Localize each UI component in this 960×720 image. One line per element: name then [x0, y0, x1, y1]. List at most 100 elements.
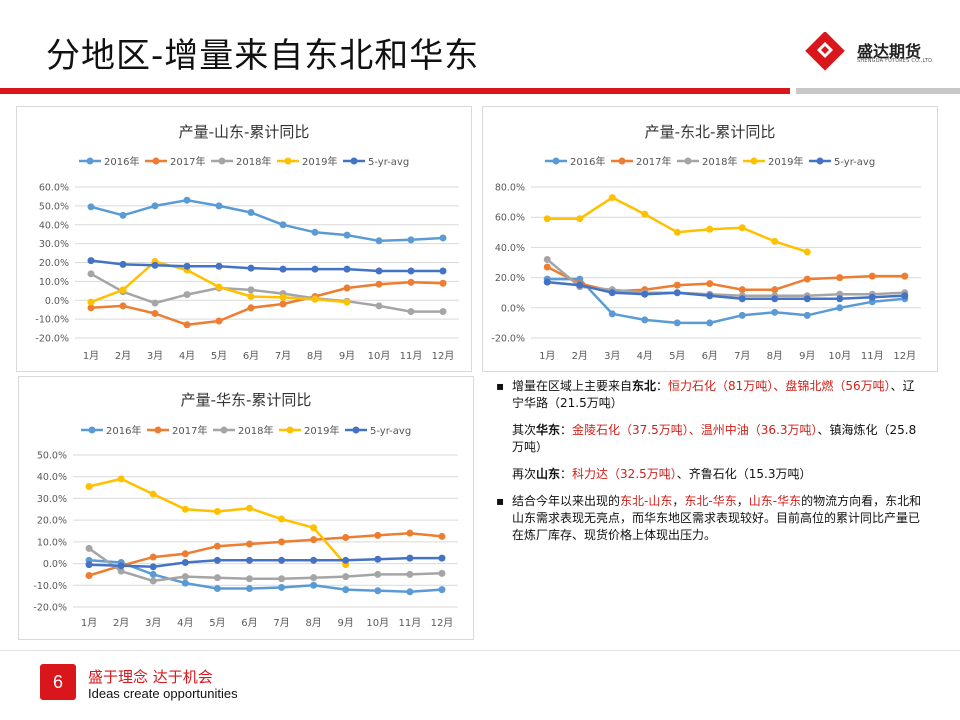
data-point	[87, 270, 95, 278]
legend-marker	[284, 157, 292, 165]
series-line	[547, 280, 905, 300]
data-point	[119, 260, 127, 268]
data-point	[374, 555, 382, 563]
data-point	[543, 255, 551, 263]
data-point	[117, 562, 125, 570]
y-tick-label: 0.0%	[45, 296, 69, 307]
data-point	[278, 515, 286, 523]
data-point	[439, 267, 447, 275]
legend-label: 2019年	[304, 424, 339, 437]
chart-shandong: 产量-山东-累计同比 2016年 2017年 2018年 2019年 5-yr-avg 60…	[16, 106, 472, 372]
legend-label: 2016年	[570, 155, 605, 168]
data-point	[311, 265, 319, 273]
data-point	[375, 302, 383, 310]
legend-label: 2018年	[238, 424, 273, 437]
data-point	[149, 563, 157, 571]
data-point	[375, 237, 383, 245]
data-point	[151, 309, 159, 317]
data-point	[149, 553, 157, 561]
x-tick-label: 2月	[572, 350, 588, 362]
data-point	[901, 292, 909, 300]
data-point	[641, 316, 649, 324]
data-point	[117, 567, 125, 575]
data-point	[247, 286, 255, 294]
data-point	[183, 196, 191, 204]
bullet-2: ▪ 结合今年以来出现的东北-山东，东北-华东，山东-华东的物流方向看，东北和山东…	[496, 494, 922, 542]
data-point	[738, 295, 746, 303]
bullet-1: ▪ 增量在区域上主要来自东北：恒力石化（81万吨）、盘锦北燃（56万吨）、辽宁华…	[496, 379, 915, 410]
logo-mark-icon	[805, 32, 845, 71]
y-tick-label: 10.0%	[37, 537, 67, 548]
data-point	[342, 586, 350, 594]
data-point	[245, 585, 253, 593]
x-tick-label: 6月	[702, 350, 718, 362]
data-point	[407, 278, 415, 286]
y-tick-label: 40.0%	[495, 243, 525, 254]
x-tick-label: 12月	[432, 350, 455, 362]
legend-label: 2018年	[702, 155, 737, 168]
series-line	[547, 196, 808, 254]
x-tick-label: 3月	[147, 350, 163, 362]
data-point	[87, 203, 95, 211]
series-line	[90, 272, 443, 313]
data-point	[247, 208, 255, 216]
legend-label: 5-yr-avg	[834, 157, 875, 168]
legend-marker	[286, 426, 294, 434]
data-point	[673, 319, 681, 327]
legend-marker	[218, 157, 226, 165]
data-point	[181, 550, 189, 558]
data-point	[343, 231, 351, 239]
data-point	[119, 211, 127, 219]
y-tick-label: 80.0%	[495, 183, 525, 194]
data-point	[543, 278, 551, 286]
data-point	[181, 558, 189, 566]
data-point	[836, 274, 844, 282]
x-tick-label: 1月	[81, 617, 97, 629]
data-point	[151, 299, 159, 307]
y-tick-label: 60.0%	[495, 213, 525, 224]
y-tick-label: 50.0%	[39, 201, 69, 212]
y-tick-label: 0.0%	[43, 559, 67, 570]
data-point	[374, 570, 382, 578]
legend-label: 5-yr-avg	[368, 157, 409, 168]
y-tick-label: -20.0%	[35, 334, 69, 345]
data-point	[149, 577, 157, 585]
legend-marker	[86, 157, 94, 165]
data-point	[245, 540, 253, 548]
data-point	[342, 556, 350, 564]
data-point	[438, 554, 446, 562]
data-point	[406, 554, 414, 562]
data-point	[245, 575, 253, 583]
series-line	[88, 547, 443, 583]
data-point	[85, 561, 93, 569]
footer-divider	[0, 650, 960, 651]
y-tick-label: 10.0%	[39, 277, 69, 288]
header-grey-bar	[796, 88, 960, 94]
data-point	[738, 224, 746, 232]
data-point	[279, 265, 287, 273]
data-point	[706, 280, 714, 288]
y-tick-label: 20.0%	[495, 273, 525, 284]
x-tick-label: 6月	[243, 350, 259, 362]
analysis-text: ▪ 增量在区域上主要来自东北：恒力石化（81万吨）、盘锦北燃（56万吨）、辽宁华…	[496, 378, 926, 544]
x-tick-label: 3月	[145, 617, 161, 629]
y-tick-label: 40.0%	[37, 472, 67, 483]
data-point	[803, 295, 811, 303]
data-point	[119, 302, 127, 310]
data-point	[278, 538, 286, 546]
x-tick-label: 11月	[399, 617, 422, 629]
data-point	[183, 291, 191, 299]
chart-huadong: 产量-华东-累计同比 2016年 2017年 2018年 2019年 5-yr-avg 50…	[18, 376, 474, 640]
data-point	[836, 304, 844, 312]
series-line	[88, 559, 443, 594]
data-point	[608, 194, 616, 202]
data-point	[576, 281, 584, 289]
data-point	[279, 300, 287, 308]
legend-marker	[152, 157, 160, 165]
y-tick-label: -20.0%	[491, 334, 525, 345]
legend-marker	[154, 426, 162, 434]
data-point	[183, 321, 191, 329]
data-point	[87, 257, 95, 265]
chart-title: 产量-山东-累计同比	[179, 123, 310, 141]
data-point	[375, 280, 383, 288]
